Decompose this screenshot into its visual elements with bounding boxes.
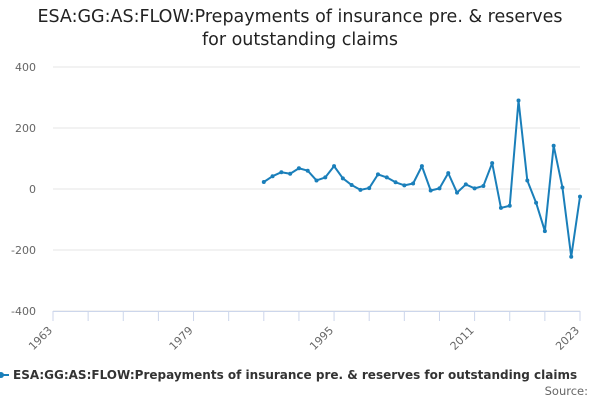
data-point[interactable] [261, 179, 266, 184]
data-point[interactable] [332, 164, 337, 169]
data-point[interactable] [516, 98, 521, 103]
legend-label[interactable]: ESA:GG:AS:FLOW:Prepayments of insurance … [13, 368, 577, 382]
chart-title-line-1: ESA:GG:AS:FLOW:Prepayments of insurance … [37, 7, 563, 27]
x-tick-label: 1963 [26, 324, 55, 353]
legend-symbol-marker [0, 372, 4, 378]
data-point[interactable] [419, 164, 424, 169]
grid-lines [53, 66, 580, 312]
data-point[interactable] [323, 175, 328, 180]
data-point[interactable] [340, 176, 345, 181]
chart-title-line-2: for outstanding claims [201, 30, 399, 50]
data-point[interactable] [384, 175, 389, 180]
data-point[interactable] [525, 178, 530, 183]
chart-title: ESA:GG:AS:FLOW:Prepayments of insurance … [0, 6, 600, 52]
data-point[interactable] [437, 186, 442, 191]
data-point[interactable] [481, 183, 486, 188]
series-group [261, 98, 582, 259]
data-point[interactable] [375, 172, 380, 177]
data-point[interactable] [446, 171, 451, 176]
x-tick-label: 2023 [553, 324, 582, 353]
y-tick-label: 200 [15, 122, 36, 135]
data-point[interactable] [551, 143, 556, 148]
data-point[interactable] [534, 200, 539, 205]
data-point[interactable] [455, 190, 460, 195]
y-tick-label: 0 [29, 183, 36, 196]
data-point[interactable] [270, 174, 275, 179]
data-point[interactable] [507, 203, 512, 208]
y-tick-label: 400 [15, 61, 36, 74]
data-point[interactable] [279, 170, 284, 175]
x-tick-label: 1979 [167, 324, 196, 353]
data-point[interactable] [411, 181, 416, 186]
data-point[interactable] [367, 186, 372, 191]
data-point[interactable] [314, 178, 319, 183]
data-point[interactable] [490, 161, 495, 166]
data-point[interactable] [402, 183, 407, 188]
data-point[interactable] [428, 188, 433, 193]
y-axis: 400 200 0 -200 -400 [11, 61, 36, 318]
data-point[interactable] [569, 254, 574, 259]
y-tick-label: -400 [11, 305, 36, 318]
y-tick-label: -200 [11, 244, 36, 257]
data-point[interactable] [560, 185, 565, 190]
series-line[interactable] [263, 99, 581, 258]
data-point[interactable] [463, 182, 468, 187]
data-point[interactable] [305, 168, 310, 173]
legend[interactable]: ESA:GG:AS:FLOW:Prepayments of insurance … [0, 368, 577, 382]
x-tick-label: 2011 [448, 324, 477, 353]
data-point[interactable] [393, 180, 398, 185]
x-axis: 1963 1979 1995 2011 2023 [26, 311, 582, 353]
data-point[interactable] [296, 166, 301, 171]
source-credit[interactable]: Source: [545, 384, 588, 398]
data-point[interactable] [472, 186, 477, 191]
x-tick-label: 1995 [307, 324, 336, 353]
data-point[interactable] [288, 171, 293, 176]
data-point[interactable] [498, 205, 503, 210]
data-point[interactable] [578, 194, 582, 199]
data-point[interactable] [542, 229, 547, 234]
data-point[interactable] [358, 187, 363, 192]
data-point[interactable] [349, 183, 354, 188]
